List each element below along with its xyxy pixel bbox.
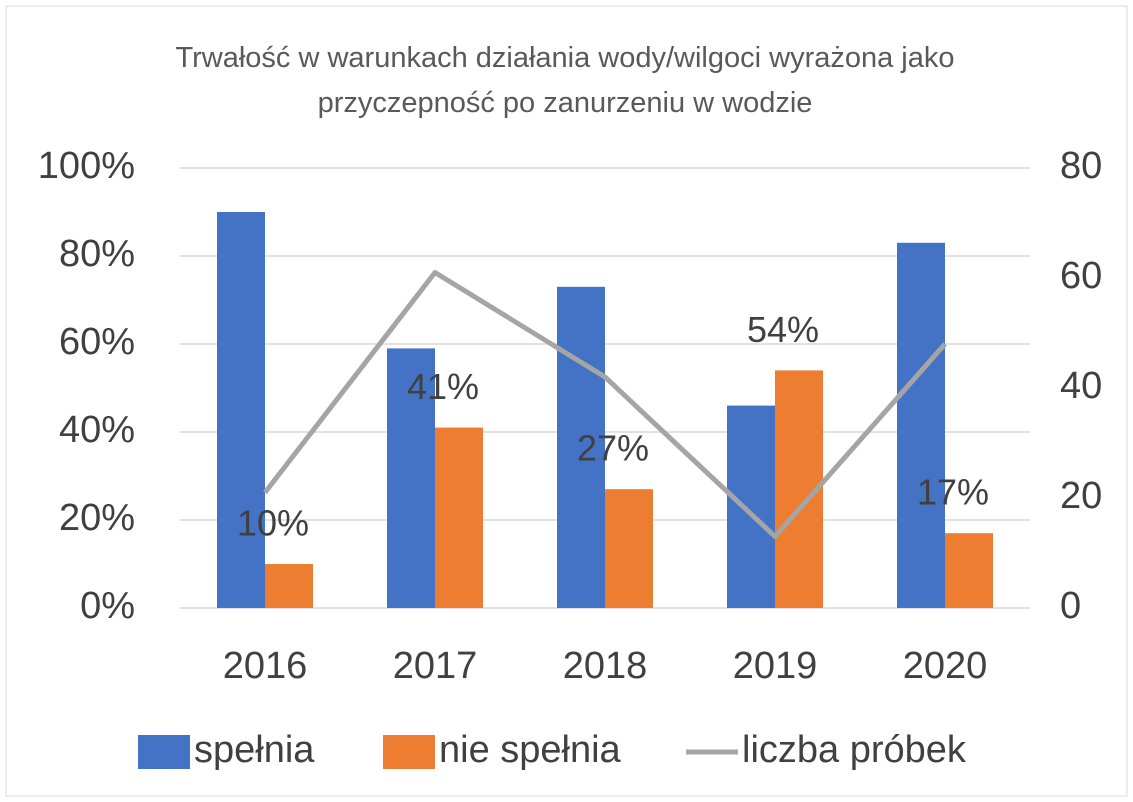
legend-swatch <box>138 735 190 769</box>
x-tick-label: 2018 <box>563 645 648 687</box>
y-tick-label: 80% <box>59 233 135 275</box>
data-label: 54% <box>747 309 819 350</box>
y-tick-label: 0% <box>80 585 135 627</box>
chart-title: Trwałość w warunkach działania wody/wilg… <box>175 42 955 119</box>
data-label: 10% <box>237 503 309 544</box>
bar <box>727 405 775 608</box>
line <box>263 270 947 539</box>
x-tick-label: 2017 <box>393 645 478 687</box>
y2-tick-label: 0 <box>1060 585 1081 627</box>
legend-swatch <box>383 735 435 769</box>
bar <box>945 533 993 608</box>
x-tick-label: 2020 <box>903 645 988 687</box>
y2-tick-label: 20 <box>1060 475 1102 517</box>
y2-tick-label: 80 <box>1060 145 1102 187</box>
x-tick-label: 2019 <box>733 645 818 687</box>
y-tick-label: 40% <box>59 409 135 451</box>
data-label: 17% <box>917 472 989 513</box>
legend-label: nie spełnia <box>439 729 622 771</box>
data-label: 41% <box>407 366 479 407</box>
bar <box>435 427 483 608</box>
legend-label: liczba próbek <box>742 729 967 771</box>
y2-tick-label: 60 <box>1060 255 1102 297</box>
y2-tick-label: 40 <box>1060 365 1102 407</box>
y-tick-label: 100% <box>38 145 135 187</box>
bar <box>557 286 605 608</box>
data-label: 27% <box>577 428 649 469</box>
bar <box>605 489 653 608</box>
y-tick-label: 20% <box>59 497 135 539</box>
bar <box>217 212 265 608</box>
bar <box>265 564 313 608</box>
x-tick-label: 2016 <box>223 645 308 687</box>
y-tick-label: 60% <box>59 321 135 363</box>
bar <box>387 348 435 608</box>
legend-label: spełnia <box>194 729 315 771</box>
bar <box>897 242 945 609</box>
